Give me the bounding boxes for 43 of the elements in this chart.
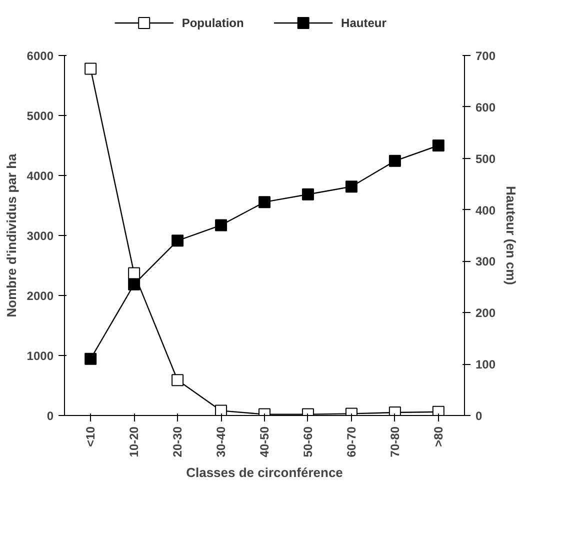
point (128, 267, 140, 280)
x-tick-label: 30-40 (214, 426, 228, 458)
x-tick-label: 60-70 (344, 426, 358, 458)
x-tick-label: 20-30 (170, 426, 185, 458)
y2-tick-label: 700 (476, 49, 496, 63)
point (388, 154, 401, 167)
y2-tick-label: 300 (476, 254, 496, 269)
y2-tick-label: 600 (476, 100, 496, 114)
x-tick-label: <10 (84, 426, 98, 447)
y2-tick-label: 500 (476, 152, 496, 166)
y-tick-label: 4000 (26, 169, 54, 183)
point (302, 188, 314, 200)
point (345, 180, 358, 193)
y-tick-label: 6000 (26, 49, 54, 63)
point (172, 234, 184, 247)
y-tick-label: 5000 (26, 109, 54, 123)
y2-tick-label: 100 (476, 358, 496, 372)
x-axis-title: Classes de circonférence (186, 465, 343, 480)
point (84, 352, 97, 365)
y2-tick-label: 0 (476, 409, 482, 423)
point (215, 219, 228, 232)
y-tick-label: 1000 (26, 349, 54, 363)
x-tick-label: 40-50 (258, 426, 272, 458)
legend-label: Hauteur (341, 16, 387, 30)
point (172, 374, 184, 386)
x-tick-label: >80 (431, 426, 446, 447)
x-tick-label: 50-60 (300, 426, 315, 458)
y2-tick-label: 200 (476, 306, 496, 320)
y-tick-label: 2000 (26, 289, 54, 303)
x-tick-label: 10-20 (127, 426, 142, 458)
y-axis-title: Nombre d'individus par ha (4, 153, 19, 318)
point (432, 140, 444, 152)
point (128, 278, 140, 290)
point (215, 404, 228, 416)
point (84, 62, 97, 75)
y2-axis-title: Hauteur (en cm) (504, 186, 519, 285)
point (432, 406, 444, 416)
point (258, 196, 270, 208)
y2-tick-label: 400 (476, 203, 496, 218)
x-tick-label: 70-80 (388, 426, 402, 458)
y-tick-label: 3000 (26, 229, 54, 243)
legend-label: Population (182, 16, 244, 30)
y-tick-label: 0 (46, 409, 54, 423)
